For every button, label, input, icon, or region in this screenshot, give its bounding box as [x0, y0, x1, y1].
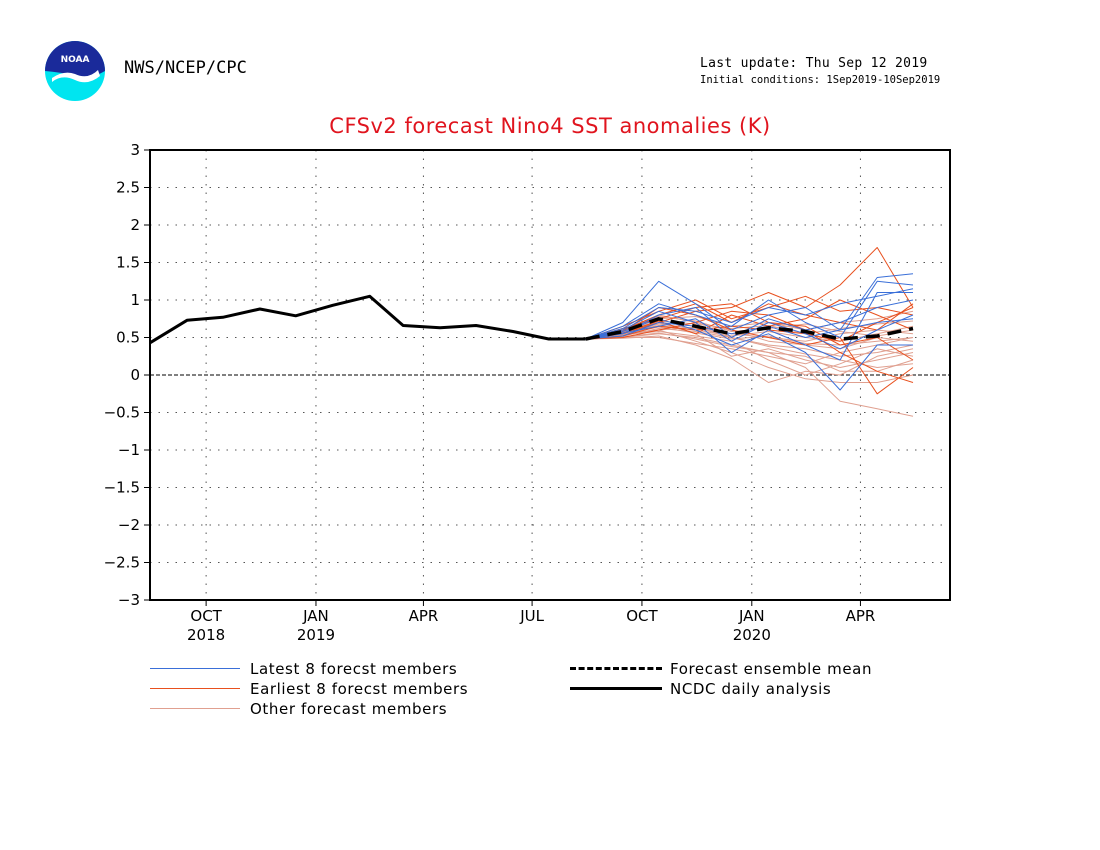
earliest-member-line	[585, 247, 914, 340]
x-tick-label: OCT	[190, 607, 222, 625]
analysis-line	[149, 294, 586, 345]
x-tick-year-label: 2018	[187, 626, 225, 644]
other-member-line	[585, 332, 914, 372]
y-tick-label: −2	[118, 516, 140, 534]
last-update: Last update: Thu Sep 12 2019	[700, 56, 928, 71]
y-tick-label: −2.5	[104, 554, 140, 572]
latest-member-line	[585, 314, 914, 350]
y-tick-label: −1.5	[104, 479, 140, 497]
chart-title: CFSv2 forecast Nino4 SST anomalies (K)	[329, 114, 771, 138]
y-tick-label: 1	[130, 291, 140, 309]
y-tick-label: −3	[118, 591, 140, 609]
y-tick-label: 0	[130, 366, 140, 384]
mean-line	[585, 317, 914, 341]
other-member-line	[585, 333, 914, 417]
x-tick-label: JUL	[519, 607, 544, 625]
mean-series	[585, 317, 914, 341]
latest-member-line	[585, 273, 914, 340]
latest-member-line	[585, 288, 914, 340]
y-tick-label: 2	[130, 216, 140, 234]
latest-member-line	[585, 280, 914, 340]
initial-conditions: Initial conditions: 1Sep2019-10Sep2019	[700, 74, 941, 86]
earliest-member-line	[585, 307, 914, 395]
x-tick-year-label: 2020	[733, 626, 771, 644]
y-tick-label: 2.5	[116, 179, 140, 197]
y-tick-label: 0.5	[116, 329, 140, 347]
x-tick-label: APR	[846, 607, 876, 625]
x-tick-year-label: 2019	[297, 626, 335, 644]
x-tick-label: APR	[409, 607, 439, 625]
earliest-members	[585, 247, 914, 395]
y-tick-label: 3	[130, 141, 140, 159]
x-tick-label: JAN	[302, 607, 329, 625]
analysis-series	[149, 294, 586, 345]
latest-members	[585, 273, 914, 391]
y-axis: 3 2.5 2 1.5 1 0.5 0 −0.5 −1 −1.5 −2 −2.5 −3	[104, 141, 150, 609]
grid	[150, 150, 950, 600]
x-tick-label: OCT	[626, 607, 658, 625]
x-tick-label: JAN	[738, 607, 765, 625]
agency-label: NWS/NCEP/CPC	[124, 58, 247, 78]
other-member-line	[585, 326, 914, 368]
noaa-logo-icon: NOAA	[45, 41, 105, 101]
y-tick-label: −0.5	[104, 404, 140, 422]
logo-text: NOAA	[61, 55, 90, 65]
noaa-logo: NOAA	[44, 40, 106, 102]
y-tick-label: −1	[118, 441, 140, 459]
y-tick-label: 1.5	[116, 254, 140, 272]
other-member-line	[585, 326, 914, 346]
